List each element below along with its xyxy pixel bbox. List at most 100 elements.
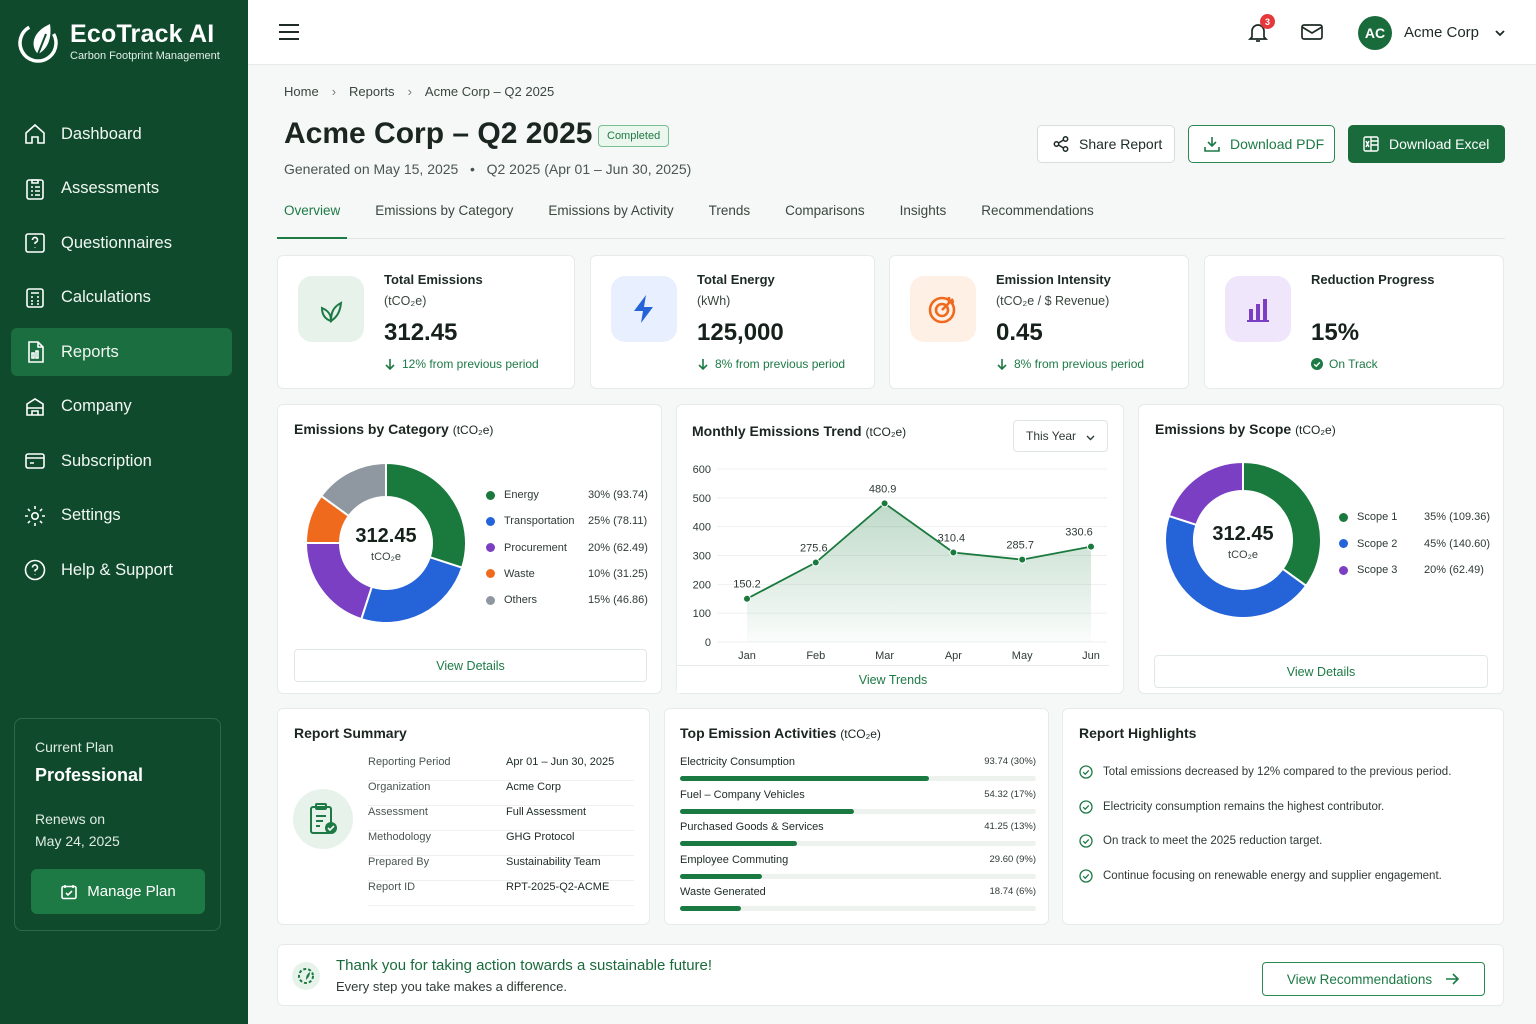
sidebar-item-dashboard[interactable]: Dashboard <box>11 110 232 158</box>
sidebar-item-questionnaires[interactable]: Questionnaires <box>11 219 232 267</box>
app-tagline: Carbon Footprint Management <box>70 50 220 62</box>
sidebar-item-calculations[interactable]: Calculations <box>11 274 232 322</box>
legend-value: 45% (140.60) <box>1424 537 1491 550</box>
sidebar-item-subscription[interactable]: Subscription <box>11 437 232 485</box>
x-tick-label: Jun <box>1082 650 1100 662</box>
breadcrumb-reports[interactable]: Reports <box>349 84 395 99</box>
summary-key: Methodology <box>368 831 431 843</box>
tab-trends[interactable]: Trends <box>708 203 751 218</box>
activity-value: 18.74 (6%) <box>989 886 1036 897</box>
view-trends-button[interactable]: View Trends <box>677 665 1109 693</box>
manage-plan-button[interactable]: Manage Plan <box>31 869 205 914</box>
download-pdf-button[interactable]: Download PDF <box>1188 125 1335 163</box>
tab-emissions-by-category[interactable]: Emissions by Category <box>375 203 514 218</box>
breadcrumb-home[interactable]: Home <box>284 84 319 99</box>
app-logo[interactable]: EcoTrack AI Carbon Footprint Management <box>16 16 220 66</box>
report-meta: Generated on May 15, 2025 • Q2 2025 (Apr… <box>284 161 691 177</box>
legend-item: Energy <box>486 489 539 501</box>
sidebar-item-settings[interactable]: Settings <box>11 492 232 540</box>
x-tick-label: Jan <box>738 650 756 662</box>
period-select-value: This Year <box>1026 429 1077 443</box>
donut-center-value: 312.45 <box>1212 523 1274 545</box>
tab-comparisons[interactable]: Comparisons <box>785 203 865 218</box>
category-title-unit: (tCO₂e) <box>452 423 494 437</box>
banner-title: Thank you for taking action towards a su… <box>336 957 713 974</box>
period-select[interactable]: This Year <box>1013 420 1108 452</box>
avatar[interactable]: AC <box>1358 16 1392 50</box>
category-title-text: Emissions by Category <box>294 421 449 437</box>
plan-label: Current Plan <box>35 739 114 755</box>
clipboard-check-icon <box>293 789 353 849</box>
legend-swatch <box>486 569 495 579</box>
kpi-value: 312.45 <box>384 319 458 346</box>
summary-row: Prepared By Sustainability Team <box>368 856 634 881</box>
legend-value: 20% (62.49) <box>1424 564 1484 576</box>
donut-slice-scope-1 <box>1242 460 1322 588</box>
leaf-icon <box>298 276 364 342</box>
legend-label: Others <box>504 594 538 607</box>
tab-insights[interactable]: Insights <box>899 203 947 218</box>
sidebar-item-help-support[interactable]: Help & Support <box>11 546 232 594</box>
check-circle-icon <box>1079 834 1093 849</box>
donut-slice-others <box>319 461 387 518</box>
legend-item: Scope 1 <box>1339 511 1397 523</box>
calendar-icon <box>61 884 78 899</box>
kpi-title: Emission Intensity <box>996 272 1111 287</box>
sidebar-item-label: Calculations <box>61 288 151 306</box>
highlight-item: Continue focusing on renewable energy an… <box>1079 869 1442 883</box>
sidebar-item-assessments[interactable]: Assessments <box>11 165 232 213</box>
sidebar-item-company[interactable]: Company <box>11 383 232 431</box>
donut-slice-scope-2 <box>1164 514 1308 619</box>
legend-swatch <box>1339 565 1348 575</box>
highlight-item: On track to meet the 2025 reduction targ… <box>1079 834 1322 849</box>
x-tick-label: Mar <box>875 650 894 662</box>
sidebar-item-label: Assessments <box>61 179 160 197</box>
target-icon <box>910 276 976 342</box>
highlight-item: Electricity consumption remains the high… <box>1079 800 1384 814</box>
summary-title: Report Summary <box>294 725 407 741</box>
summary-key: Report ID <box>368 881 416 893</box>
kpi-value: 125,000 <box>697 319 784 346</box>
tab-emissions-by-activity[interactable]: Emissions by Activity <box>548 203 674 218</box>
tab-overview[interactable]: Overview <box>277 196 348 239</box>
share-report-button[interactable]: Share Report <box>1037 125 1175 163</box>
download-excel-label: Download Excel <box>1389 136 1490 152</box>
activity-bar-track <box>680 906 1036 911</box>
activity-label: Purchased Goods & Services <box>680 821 824 833</box>
summary-key: Assessment <box>368 806 428 818</box>
mail-icon[interactable] <box>1300 20 1324 44</box>
download-pdf-label: Download PDF <box>1230 136 1325 152</box>
summary-row: Methodology GHG Protocol <box>368 831 634 856</box>
activity-row: Employee Commuting 29.60 (9%) <box>680 854 1036 886</box>
summary-value: Full Assessment <box>506 806 587 818</box>
account-name[interactable]: Acme Corp <box>1404 24 1480 41</box>
activity-value: 41.25 (13%) <box>984 821 1036 832</box>
legend-item: Others <box>486 594 537 606</box>
summary-value: Sustainability Team <box>506 856 601 868</box>
category-view-details-button[interactable]: View Details <box>294 649 647 682</box>
activity-label: Fuel – Company Vehicles <box>680 788 805 801</box>
activity-label: Waste Generated <box>680 886 766 898</box>
manage-plan-label: Manage Plan <box>87 883 176 900</box>
report-period: Q2 2025 (Apr 01 – Jun 30, 2025) <box>486 161 692 177</box>
share-report-label: Share Report <box>1079 136 1163 152</box>
plan-name: Professional <box>35 765 144 785</box>
kpi-delta-text: 12% from previous period <box>402 357 539 371</box>
legend-item: Waste <box>486 568 535 580</box>
view-recommendations-button[interactable]: View Recommendations <box>1262 962 1485 996</box>
trend-title-unit: (tCO₂e) <box>865 425 907 439</box>
sidebar-item-reports[interactable]: Reports <box>11 328 232 376</box>
download-excel-button[interactable]: Download Excel <box>1348 125 1505 163</box>
tab-recommendations[interactable]: Recommendations <box>981 203 1094 218</box>
scope-view-details-button[interactable]: View Details <box>1154 655 1488 688</box>
activity-label: Employee Commuting <box>680 853 789 866</box>
kpi-status: On Track <box>1311 357 1378 371</box>
legend-swatch <box>486 516 495 526</box>
kpi-total-energy: Total Energy (kWh) 125,000 8% from previ… <box>590 255 875 389</box>
activities-title-text: Top Emission Activities <box>680 725 837 741</box>
share-icon <box>1053 136 1069 152</box>
data-label: 275.6 <box>800 543 828 555</box>
chevron-down-icon[interactable] <box>1494 27 1506 39</box>
menu-icon[interactable] <box>278 22 300 42</box>
card-icon <box>25 453 45 469</box>
